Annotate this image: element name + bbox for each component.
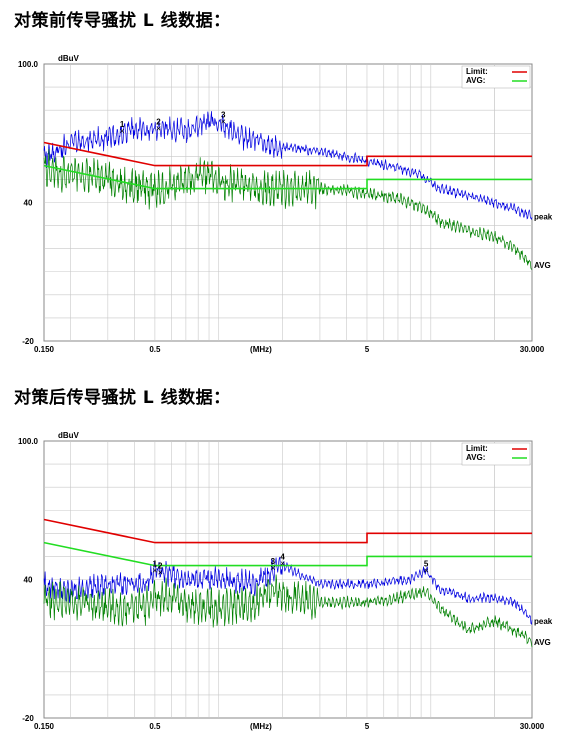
- peak-marker: ×1: [119, 120, 124, 136]
- marker-label: 3: [271, 557, 276, 566]
- y-tick-label: 40: [24, 199, 33, 208]
- x-tick-label: 0.150: [34, 345, 55, 354]
- marker-label: 4: [280, 552, 285, 561]
- heading-after: 对策后传导骚扰 L 线数据：: [14, 388, 231, 408]
- x-tick-label: (MHz): [250, 345, 272, 354]
- marker-x: ×: [119, 126, 124, 136]
- x-tick-label: 0.5: [149, 345, 161, 354]
- marker-label: 5: [424, 559, 429, 568]
- marker-x: ×: [152, 565, 157, 575]
- series-avg: [43, 148, 533, 271]
- series-peak: [43, 111, 533, 221]
- series-avg-limit: [43, 541, 532, 567]
- series-avg: [43, 574, 533, 648]
- peak-marker: ×5: [423, 559, 428, 575]
- marker-x: ×: [280, 558, 285, 568]
- marker-label: 2: [158, 562, 163, 571]
- x-tick-label: 0.150: [34, 722, 55, 731]
- legend: Limit:AVG:: [461, 65, 531, 89]
- trace-label-avg: AVG: [534, 638, 551, 647]
- heading-before: 对策前传导骚扰 L 线数据：: [14, 11, 231, 31]
- y-tick-label: 100.0: [18, 60, 39, 69]
- y-tick-label: -20: [22, 714, 34, 723]
- legend-label: AVG:: [466, 453, 485, 462]
- peak-marker: ×3: [221, 111, 226, 127]
- marker-x: ×: [423, 565, 428, 575]
- marker-x: ×: [158, 568, 163, 578]
- peak-marker: ×4: [280, 552, 285, 568]
- emission-chart-after: 100.0 40 -20 dBuV 0.150 0.5 (MHz) 5 30.000 Limit:…: [18, 431, 553, 731]
- series-limit: [43, 518, 532, 544]
- legend-label: AVG:: [466, 76, 485, 85]
- x-tick-label: 5: [365, 722, 370, 731]
- marker-label: 1: [120, 120, 125, 129]
- series-limit: [43, 141, 532, 167]
- legend-label: Limit:: [466, 444, 488, 453]
- y-tick-label: -20: [22, 337, 34, 346]
- y-axis-label: dBuV: [58, 431, 80, 440]
- peak-marker: ×3: [270, 557, 275, 573]
- x-tick-label: 0.5: [149, 722, 161, 731]
- y-tick-label: 100.0: [18, 437, 39, 446]
- x-tick-label: 30.000: [520, 722, 545, 731]
- peak-marker: ×2: [156, 118, 161, 134]
- trace-label-avg: AVG: [534, 261, 551, 270]
- marker-x: ×: [156, 124, 161, 134]
- trace-label-peak: peak: [534, 212, 553, 221]
- marker-label: 3: [221, 111, 226, 120]
- y-axis-label: dBuV: [58, 54, 80, 63]
- peak-marker: ×1: [152, 559, 157, 575]
- series-avg-limit: [43, 164, 532, 190]
- x-tick-label: 5: [365, 345, 370, 354]
- marker-x: ×: [270, 563, 275, 573]
- marker-x: ×: [221, 117, 226, 127]
- emission-chart-before: 100.0 40 -20 dBuV 0.150 0.5 (MHz) 5 30.000 Limit:…: [18, 54, 553, 354]
- x-tick-label: 30.000: [520, 345, 545, 354]
- peak-marker: ×2: [158, 562, 163, 578]
- x-tick-label: (MHz): [250, 722, 272, 731]
- trace-label-peak: peak: [534, 617, 553, 626]
- marker-label: 1: [153, 559, 158, 568]
- legend: Limit:AVG:: [461, 442, 531, 466]
- y-tick-label: 40: [24, 576, 33, 585]
- marker-label: 2: [156, 118, 161, 127]
- legend-label: Limit:: [466, 67, 488, 76]
